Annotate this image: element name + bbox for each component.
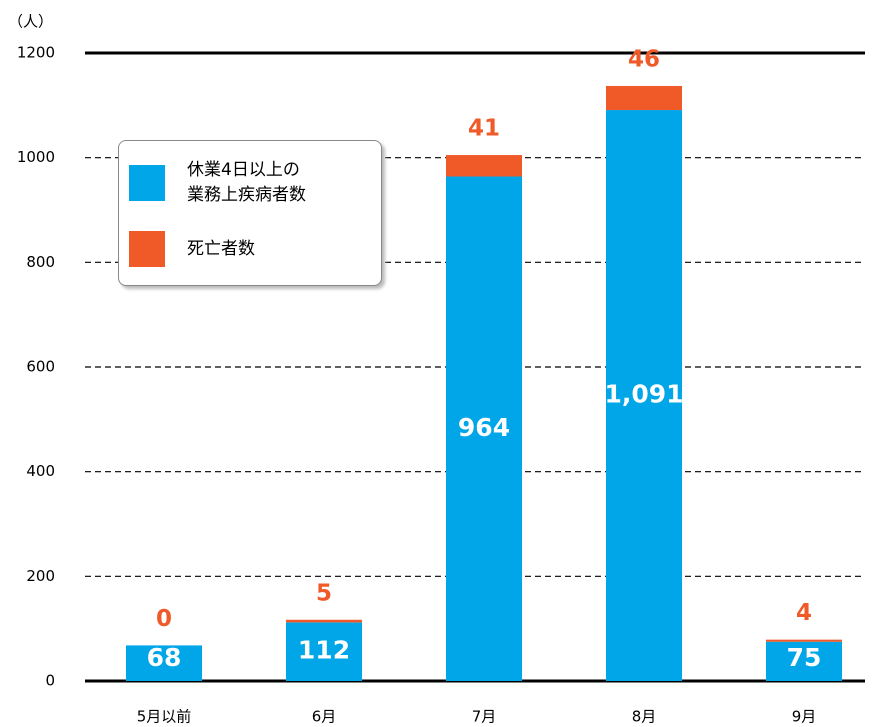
x-tick-label: 8月 — [632, 708, 657, 726]
y-tick-label: 1200 — [17, 44, 55, 62]
value-label: 4 — [796, 600, 812, 626]
legend-item: 死亡者数 — [129, 231, 308, 267]
value-label: 1,091 — [604, 380, 683, 409]
y-tick-label: 800 — [26, 253, 55, 271]
legend-swatch — [129, 165, 165, 201]
legend-label: 死亡者数 — [187, 237, 308, 262]
bar-segment — [766, 640, 842, 642]
legend-item: 休業4日以上の業務上疾病者数 — [129, 158, 308, 208]
value-label: 46 — [628, 46, 660, 72]
x-tick-label: 6月 — [312, 708, 337, 726]
legend-label: 休業4日以上の業務上疾病者数 — [187, 158, 308, 208]
page: （人） 0 200 400 600 800 1000 1200 5月以前 68 0 6月 112 5 7月… — [0, 0, 881, 727]
bar-segment — [286, 620, 362, 623]
legend-swatch — [129, 231, 165, 267]
y-axis-label: （人） — [8, 13, 53, 31]
value-label: 964 — [458, 413, 510, 442]
value-label: 75 — [787, 643, 822, 672]
bar-segment — [606, 86, 682, 110]
value-label: 5 — [316, 580, 332, 606]
value-label: 68 — [147, 643, 182, 672]
y-tick-label: 200 — [26, 567, 55, 585]
y-tick-label: 400 — [26, 462, 55, 480]
y-tick-label: 1000 — [17, 148, 55, 166]
value-label: 41 — [468, 116, 500, 142]
value-label: 0 — [156, 606, 172, 632]
y-tick-label: 0 — [45, 672, 55, 690]
x-tick-label: 5月以前 — [137, 708, 192, 726]
chart: （人） 0 200 400 600 800 1000 1200 5月以前 68 0 6月 112 5 7月… — [0, 0, 881, 727]
x-tick-label: 9月 — [792, 708, 817, 726]
value-label: 112 — [298, 636, 350, 665]
x-tick-label: 7月 — [472, 708, 497, 726]
legend: 休業4日以上の業務上疾病者数 死亡者数 — [118, 140, 382, 286]
y-tick-label: 600 — [26, 358, 55, 376]
bar-segment — [446, 155, 522, 176]
